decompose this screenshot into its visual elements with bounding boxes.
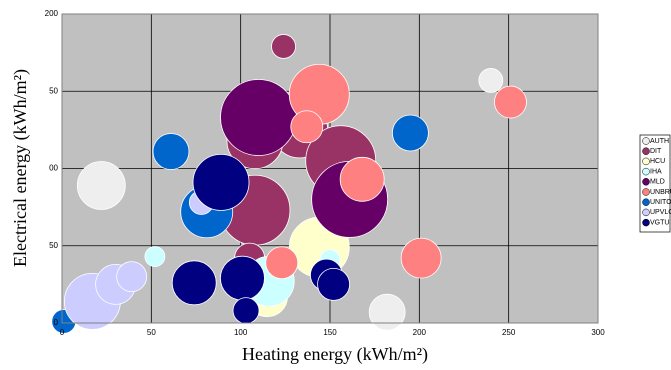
y-tick-label: 0 [54, 318, 59, 327]
legend-label: UPVLC [650, 209, 671, 216]
bubble [152, 133, 190, 170]
bubble [391, 114, 429, 152]
x-tick-label: 300 [591, 328, 605, 337]
bubble [271, 34, 296, 59]
bubble [368, 293, 406, 331]
bubble [171, 260, 217, 306]
x-tick-label: 150 [323, 328, 337, 337]
x-tick-label: 200 [413, 328, 427, 337]
legend-label: AUTH [650, 138, 669, 145]
bubble [290, 110, 324, 144]
legend-swatch [642, 188, 650, 196]
bubble [144, 246, 166, 267]
legend-swatch [642, 147, 650, 155]
legend-swatch [642, 198, 650, 206]
legend-swatch [642, 208, 650, 217]
bubble [220, 255, 265, 301]
bubble [478, 68, 504, 93]
bubble [232, 297, 260, 325]
y-tick-label: 50 [49, 241, 58, 250]
legend-label: IHA [650, 168, 662, 175]
legend-label: VGTU [650, 219, 669, 226]
bubble [494, 85, 527, 119]
legend-swatch [642, 167, 650, 176]
legend-swatch [642, 157, 650, 166]
legend-label: UNITOV [650, 199, 671, 206]
legend-swatch [642, 218, 650, 227]
x-tick-label: 250 [502, 328, 516, 337]
x-tick-label: 100 [234, 328, 248, 337]
y-tick-label: 50 [49, 86, 58, 95]
legend-label: DIT [650, 148, 662, 155]
bubble [265, 246, 299, 280]
bubble [220, 79, 297, 156]
legend-label: HCU [650, 158, 665, 165]
legend-swatch [642, 137, 650, 145]
bubble [116, 261, 148, 293]
bubble [76, 161, 126, 210]
bubble [400, 237, 442, 279]
legend-swatch [642, 178, 650, 186]
x-tick-label: 50 [147, 328, 156, 337]
x-axis-label: Heating energy (kWh/m²) [242, 344, 428, 365]
y-tick-label: 200 [45, 9, 59, 18]
legend-label: MLD [650, 179, 665, 186]
y-axis-label: Electrical energy (kWh/m²) [10, 69, 31, 267]
bubble [339, 156, 385, 202]
bubble [192, 154, 250, 211]
bubble [317, 267, 350, 301]
y-tick-label: 00 [49, 164, 58, 173]
plot-border [61, 13, 599, 324]
x-tick-label: 0 [60, 328, 65, 337]
